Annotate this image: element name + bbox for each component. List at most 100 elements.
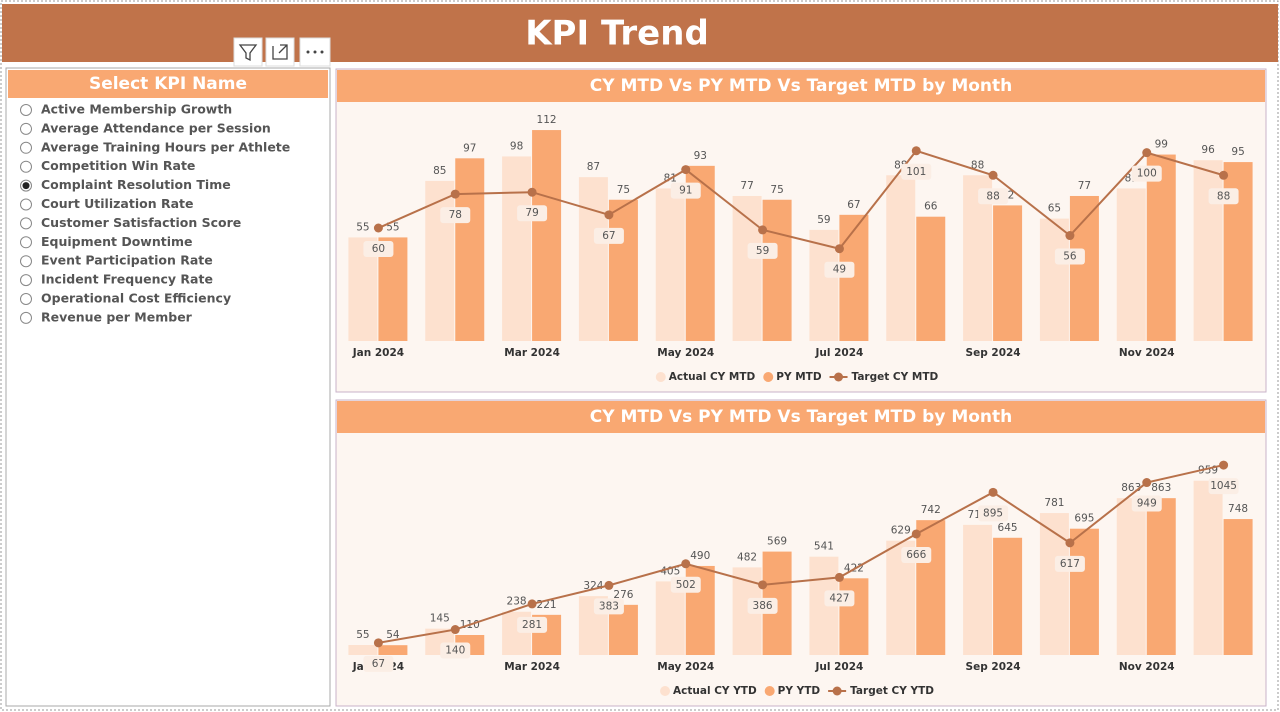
slicer-option[interactable]: Court Utilization Rate: [41, 196, 193, 211]
radio[interactable]: [20, 104, 32, 116]
more-dot: [320, 50, 324, 54]
target-point: [681, 165, 691, 175]
data-label: 490: [690, 550, 710, 562]
slicer-option[interactable]: Incident Frequency Rate: [41, 272, 213, 287]
slicer-option[interactable]: Customer Satisfaction Score: [41, 215, 241, 230]
data-label-box: [440, 207, 471, 224]
slicer-item[interactable]: Average Training Hours per Athlete: [20, 139, 291, 154]
legend-item[interactable]: Target CY MTD: [829, 371, 939, 383]
data-label-box: [1131, 495, 1162, 512]
legend-item[interactable]: Actual CY YTD: [660, 685, 757, 697]
slicer-option[interactable]: Revenue per Member: [41, 309, 193, 324]
radio[interactable]: [20, 293, 32, 305]
slicer-option[interactable]: Event Participation Rate: [41, 253, 213, 268]
data-label: 98: [510, 140, 523, 152]
bar: [916, 216, 946, 341]
slicer-item[interactable]: Competition Win Rate: [20, 158, 196, 173]
slicer-option[interactable]: Equipment Downtime: [41, 234, 193, 249]
target-point: [911, 529, 921, 539]
slicer-option[interactable]: Competition Win Rate: [41, 158, 195, 173]
bar: [1223, 519, 1253, 655]
data-label: 88: [986, 190, 999, 202]
charts: CY MTD Vs PY MTD Vs Target MTD by Month J…: [335, 68, 1267, 707]
slicer-item[interactable]: Average Attendance per Session: [20, 120, 271, 135]
data-label: 60: [372, 243, 385, 255]
data-label-box: [901, 546, 932, 563]
slicer-option[interactable]: Average Attendance per Session: [41, 120, 271, 135]
data-label: 97: [463, 142, 476, 154]
radio[interactable]: [20, 217, 32, 230]
data-label-box: [1208, 478, 1239, 495]
legend-item[interactable]: Actual CY MTD: [655, 371, 756, 383]
data-label: 502: [676, 579, 696, 591]
radio[interactable]: [20, 255, 32, 268]
data-label: 95: [1231, 146, 1244, 158]
data-label: 59: [756, 245, 769, 257]
target-point: [373, 223, 383, 233]
bar: [1116, 498, 1146, 655]
bar: [1069, 528, 1099, 655]
legend-item[interactable]: PY MTD: [763, 371, 822, 383]
slicer-option[interactable]: Operational Cost Efficiency: [41, 291, 231, 306]
data-label-box: [747, 242, 778, 259]
radio[interactable]: [20, 311, 32, 324]
slicer-option[interactable]: Average Training Hours per Athlete: [41, 139, 290, 154]
data-label: 88: [1217, 190, 1230, 202]
filter-icon[interactable]: [233, 37, 263, 67]
radio[interactable]: [20, 141, 32, 154]
radio[interactable]: [20, 274, 32, 287]
data-label-box: [593, 227, 624, 244]
data-label: 55: [356, 629, 369, 641]
data-label: 99: [1155, 139, 1168, 151]
data-label-box: [517, 205, 548, 222]
radio[interactable]: [20, 198, 32, 211]
slicer-item[interactable]: Revenue per Member: [20, 309, 193, 324]
legend-label: Target CY MTD: [852, 371, 939, 383]
slicer-item[interactable]: Court Utilization Rate: [20, 196, 194, 211]
bar: [1193, 480, 1223, 655]
data-label: 383: [599, 600, 619, 612]
slicer-item[interactable]: Operational Cost Efficiency: [20, 291, 232, 306]
data-label-box: [901, 163, 932, 180]
slicer-option[interactable]: Complaint Resolution Time: [41, 177, 231, 192]
bar: [1039, 218, 1069, 341]
data-label: 541: [814, 541, 834, 553]
bar: [1146, 154, 1176, 341]
bar: [532, 130, 562, 341]
data-label-box: [363, 241, 394, 257]
x-tick-label: Jan 2024: [352, 347, 404, 359]
slicer-item[interactable]: Event Participation Rate: [20, 253, 213, 268]
bar: [1039, 513, 1069, 655]
slicer-item[interactable]: Equipment Downtime: [20, 234, 193, 249]
radio[interactable]: [20, 122, 32, 135]
data-label: 75: [617, 184, 630, 196]
data-label: 101: [906, 166, 926, 178]
x-tick-label: Sep 2024: [966, 347, 1021, 359]
radio[interactable]: [20, 236, 32, 249]
slicer-panel: [5, 67, 331, 707]
data-label: 67: [602, 230, 615, 242]
slicer-item[interactable]: Incident Frequency Rate: [20, 272, 213, 287]
slicer-option[interactable]: Active Membership Growth: [41, 102, 232, 117]
more-dot: [313, 50, 317, 54]
slicer-item[interactable]: Customer Satisfaction Score: [20, 215, 242, 230]
legend-marker: [763, 372, 774, 382]
slicer-item[interactable]: Active Membership Growth: [20, 102, 233, 117]
visual-toolbar: [233, 37, 331, 67]
target-point: [911, 146, 921, 156]
radio[interactable]: [20, 160, 32, 173]
target-point: [1142, 478, 1152, 488]
legend-item[interactable]: Target CY YTD: [828, 685, 934, 697]
data-label: 695: [1074, 513, 1094, 525]
legend-item[interactable]: PY YTD: [764, 685, 821, 697]
data-label: 67: [372, 658, 385, 670]
filter-glyph: [238, 44, 258, 62]
data-label-box: [747, 597, 778, 614]
target-point: [604, 580, 614, 590]
data-label: 55: [386, 221, 399, 233]
target-point: [373, 638, 383, 648]
bar: [839, 214, 869, 341]
data-label: 276: [613, 589, 633, 601]
data-label: 56: [1063, 251, 1077, 263]
slicer-item[interactable]: Complaint Resolution Time: [20, 177, 231, 192]
